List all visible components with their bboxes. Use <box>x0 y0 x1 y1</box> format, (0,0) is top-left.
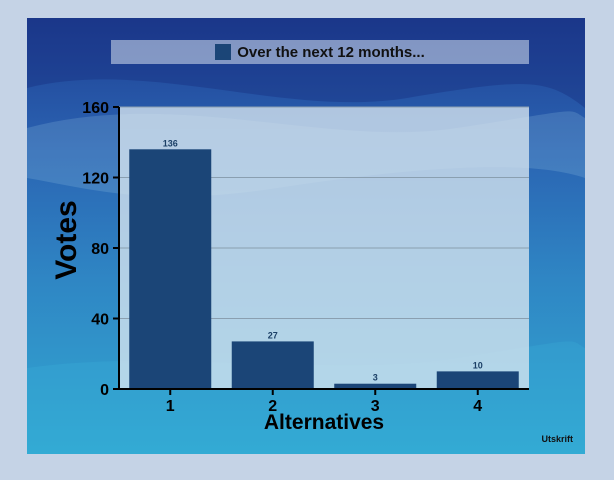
y-tick-label: 80 <box>91 241 109 258</box>
x-tick-label: 4 <box>473 398 482 415</box>
y-tick-label: 160 <box>82 100 109 117</box>
footer-label: Utskrift <box>541 434 573 444</box>
legend-label: Over the next 12 months... <box>237 43 425 61</box>
bar-1 <box>129 149 212 389</box>
legend-swatch <box>215 44 232 60</box>
bar-chart: 0 40 80 120 160 136 1 27 2 3 3 10 4 Alternatives Votes <box>50 100 529 434</box>
bar-4 <box>436 371 519 389</box>
data-label: 27 <box>268 330 278 340</box>
y-tick-label: 40 <box>91 312 109 329</box>
x-tick-label: 2 <box>268 398 277 415</box>
x-axis-title: Alternatives <box>264 411 384 434</box>
slide: Over the next 12 months... 0 40 80 120 160 13… <box>27 18 585 454</box>
x-tick-label: 3 <box>371 398 380 415</box>
y-tick-label: 0 <box>100 382 109 399</box>
data-label: 136 <box>163 138 178 148</box>
data-label: 3 <box>373 373 378 383</box>
data-label: 10 <box>473 360 483 370</box>
x-tick-label: 1 <box>166 398 175 415</box>
y-axis-title: Votes <box>50 200 83 279</box>
bar-2 <box>231 341 314 389</box>
y-tick-label: 120 <box>82 171 109 188</box>
legend: Over the next 12 months... <box>111 40 529 64</box>
bar-3 <box>334 383 417 389</box>
